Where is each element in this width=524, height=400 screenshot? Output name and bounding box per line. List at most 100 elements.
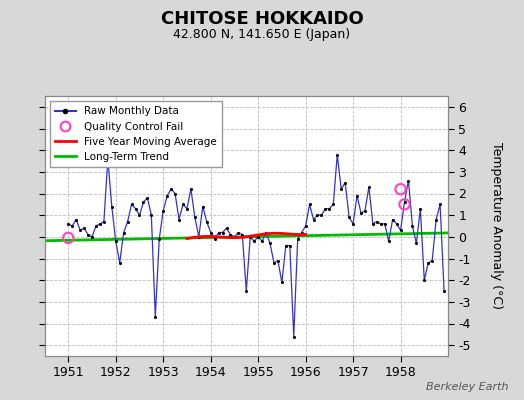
Point [408, 223, 417, 229]
Point [274, 258, 282, 264]
Point [107, 203, 116, 210]
Point [396, 227, 405, 234]
Point [377, 221, 385, 227]
Point [124, 218, 132, 225]
Point [258, 238, 266, 244]
Point [100, 218, 108, 225]
Point [313, 212, 322, 218]
Point [298, 229, 306, 236]
Point [341, 180, 350, 186]
Point [286, 242, 294, 249]
Point [412, 240, 421, 246]
Point [206, 229, 215, 236]
Point [183, 206, 191, 212]
Point [301, 223, 310, 229]
Point [400, 199, 409, 205]
Point [238, 232, 246, 238]
Point [203, 218, 211, 225]
Point [321, 206, 330, 212]
Point [119, 229, 128, 236]
Point [250, 238, 258, 244]
Point [242, 288, 250, 294]
Point [392, 221, 401, 227]
Point [281, 242, 290, 249]
Point [175, 216, 183, 223]
Point [147, 212, 156, 218]
Point [246, 234, 255, 240]
Point [416, 206, 424, 212]
Point [115, 260, 124, 266]
Point [309, 216, 318, 223]
Point [191, 214, 199, 220]
Point [266, 240, 274, 246]
Text: Berkeley Earth: Berkeley Earth [426, 382, 508, 392]
Point [396, 186, 405, 192]
Point [405, 177, 413, 184]
Point [92, 223, 100, 229]
Point [219, 229, 227, 236]
Point [187, 186, 195, 192]
Point [179, 201, 187, 208]
Y-axis label: Temperature Anomaly (°C): Temperature Anomaly (°C) [490, 142, 504, 310]
Point [357, 210, 365, 216]
Point [436, 201, 444, 208]
Point [262, 229, 270, 236]
Point [234, 229, 243, 236]
Point [353, 192, 361, 199]
Point [76, 227, 84, 234]
Point [112, 238, 120, 244]
Point [171, 190, 179, 197]
Point [432, 216, 440, 223]
Point [132, 206, 140, 212]
Point [64, 235, 72, 241]
Point [163, 192, 171, 199]
Point [211, 236, 219, 242]
Point [143, 195, 151, 201]
Point [333, 151, 342, 158]
Point [388, 216, 397, 223]
Point [199, 203, 207, 210]
Point [440, 288, 448, 294]
Point [424, 260, 432, 266]
Point [305, 201, 314, 208]
Point [167, 186, 176, 192]
Point [361, 208, 369, 214]
Point [254, 234, 263, 240]
Point [317, 212, 325, 218]
Point [293, 236, 302, 242]
Point [420, 277, 429, 283]
Point [325, 206, 334, 212]
Point [329, 201, 337, 208]
Point [151, 314, 159, 320]
Point [80, 225, 88, 231]
Point [104, 156, 112, 162]
Point [290, 333, 298, 340]
Point [380, 221, 389, 227]
Point [139, 199, 148, 205]
Point [400, 201, 409, 208]
Legend: Raw Monthly Data, Quality Control Fail, Five Year Moving Average, Long-Term Tren: Raw Monthly Data, Quality Control Fail, … [50, 101, 222, 167]
Point [222, 225, 231, 231]
Point [373, 218, 381, 225]
Text: CHITOSE HOKKAIDO: CHITOSE HOKKAIDO [161, 10, 363, 28]
Point [365, 184, 373, 190]
Point [369, 221, 377, 227]
Point [194, 234, 203, 240]
Point [385, 238, 393, 244]
Point [72, 216, 80, 223]
Point [214, 229, 223, 236]
Point [159, 208, 167, 214]
Point [349, 221, 357, 227]
Point [230, 234, 238, 240]
Point [64, 221, 72, 227]
Point [345, 214, 353, 220]
Point [270, 260, 278, 266]
Text: 42.800 N, 141.650 E (Japan): 42.800 N, 141.650 E (Japan) [173, 28, 351, 41]
Point [428, 258, 436, 264]
Point [226, 232, 235, 238]
Point [155, 236, 163, 242]
Point [127, 201, 136, 208]
Point [96, 221, 104, 227]
Point [337, 186, 345, 192]
Point [88, 234, 96, 240]
